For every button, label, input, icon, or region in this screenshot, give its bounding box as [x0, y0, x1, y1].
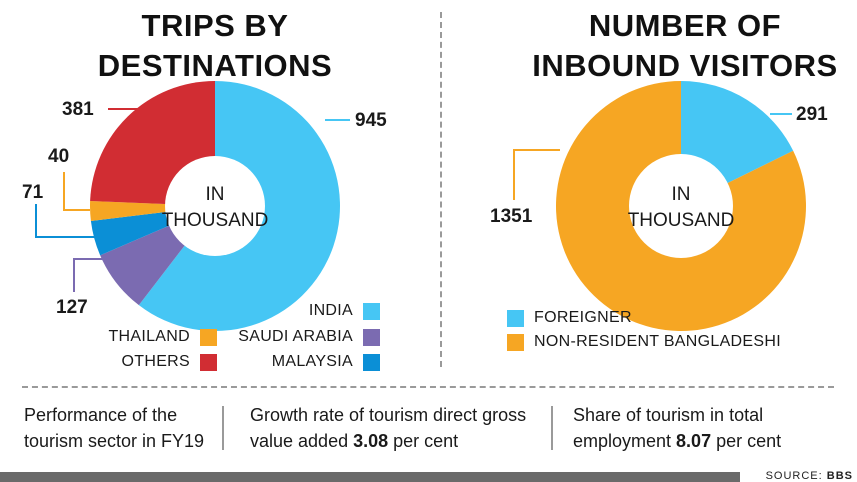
- chart-title-trips-line1: TRIPS BY: [141, 8, 289, 43]
- chart-title-visitors-line2: INBOUND VISITORS: [532, 48, 838, 83]
- donut-hole-trips: [165, 156, 265, 256]
- stat-separator-1: [222, 406, 224, 450]
- donut-trips: IN THOUSAND 945 381 40 71 127: [22, 81, 387, 331]
- stat-separator-2: [551, 406, 553, 450]
- legend-swatch-saudi-arabia: [363, 328, 380, 346]
- stat-employment-share-value: 8.07: [676, 431, 712, 451]
- chart-title-trips: TRIPS BY DESTINATIONS: [60, 6, 370, 86]
- center-label-trips-1: IN: [206, 184, 225, 205]
- legend-label-malaysia: MALAYSIA: [271, 353, 353, 370]
- stat-employment-share-pre: employment: [573, 431, 677, 451]
- legend-label-india: INDIA: [308, 302, 353, 319]
- legend-item-saudi-arabia: SAUDI ARABIA: [238, 328, 380, 346]
- stat-growth-rate: Growth rate of tourism direct gross valu…: [250, 402, 526, 454]
- center-label-trips-2: THOUSAND: [162, 210, 269, 231]
- legend-item-malaysia: MALAYSIA: [272, 353, 380, 371]
- legend-label-non-resident-bangladeshi: NON-RESIDENT BANGLADESHI: [534, 333, 781, 350]
- value-label-malaysia: 71: [22, 182, 44, 203]
- stat-growth-rate-pre: value added: [250, 431, 354, 451]
- source-prefix: SOURCE:: [765, 470, 827, 482]
- legend-label-foreigner: FOREIGNER: [534, 309, 632, 326]
- legend-item-thailand: THAILAND: [108, 328, 217, 346]
- legend-swatch-others: [200, 353, 217, 371]
- source-credit: SOURCE: BBS: [766, 470, 853, 482]
- legend-swatch-thailand: [200, 328, 217, 346]
- leader-malaysia: [35, 204, 96, 238]
- value-label-others: 381: [62, 99, 94, 120]
- stat-performance-line2: tourism sector in FY19: [24, 431, 205, 451]
- source-name: BBS: [826, 470, 853, 482]
- stat-employment-share-line1: Share of tourism in total: [573, 405, 764, 425]
- legend-swatch-malaysia: [363, 353, 380, 371]
- legend-label-others: OTHERS: [121, 353, 190, 370]
- donut-visitors: IN THOUSAND 291 1351: [490, 81, 828, 332]
- donut-charts: IN THOUSAND 945 381 40 71 127 IN THOUSAN…: [22, 81, 828, 332]
- value-label-india: 945: [355, 110, 387, 131]
- legend-item-foreigner: FOREIGNER: [507, 309, 632, 327]
- legend-label-thailand: THAILAND: [108, 328, 190, 345]
- stat-growth-rate-line2: value added 3.08 per cent: [250, 428, 526, 454]
- horizontal-divider: [22, 386, 834, 388]
- leader-saudi-arabia: [73, 258, 110, 292]
- stat-employment-share-line2: employment 8.07 per cent: [573, 428, 781, 454]
- stat-growth-rate-line1: Growth rate of tourism direct gross: [250, 405, 527, 425]
- value-label-foreigner: 291: [796, 104, 828, 125]
- chart-title-visitors-line1: NUMBER OF: [588, 8, 782, 43]
- footer-bar: [0, 472, 740, 482]
- stat-performance-line1: Performance of the: [24, 405, 178, 425]
- stat-employment-share: Share of tourism in total employment 8.0…: [573, 402, 781, 454]
- value-label-non-resident-bangladeshi: 1351: [490, 206, 533, 227]
- center-label-visitors-1: IN: [672, 184, 691, 205]
- center-label-visitors-2: THOUSAND: [628, 210, 735, 231]
- vertical-divider: [440, 12, 442, 367]
- stat-employment-share-post: per cent: [711, 431, 782, 451]
- chart-title-visitors: NUMBER OF INBOUND VISITORS: [520, 6, 850, 86]
- chart-title-trips-line2: DESTINATIONS: [97, 48, 333, 83]
- legend-swatch-non-resident-bangladeshi: [507, 333, 524, 351]
- legend-item-others: OTHERS: [122, 353, 217, 371]
- stat-performance: Performance of the tourism sector in FY1…: [24, 402, 204, 454]
- legend-item-non-resident-bangladeshi: NON-RESIDENT BANGLADESHI: [507, 333, 781, 351]
- legend-item-india: INDIA: [309, 302, 380, 320]
- value-label-saudi-arabia: 127: [56, 297, 88, 318]
- donut-hole-visitors: [629, 154, 733, 258]
- stat-growth-rate-post: per cent: [388, 431, 459, 451]
- legend-swatch-foreigner: [507, 309, 524, 327]
- leader-thailand: [63, 172, 90, 211]
- leader-non-resident-bangladeshi: [513, 149, 560, 200]
- value-label-thailand: 40: [48, 146, 69, 167]
- legend-label-saudi-arabia: SAUDI ARABIA: [238, 328, 353, 345]
- stat-growth-rate-value: 3.08: [353, 431, 389, 451]
- legend-swatch-india: [363, 302, 380, 320]
